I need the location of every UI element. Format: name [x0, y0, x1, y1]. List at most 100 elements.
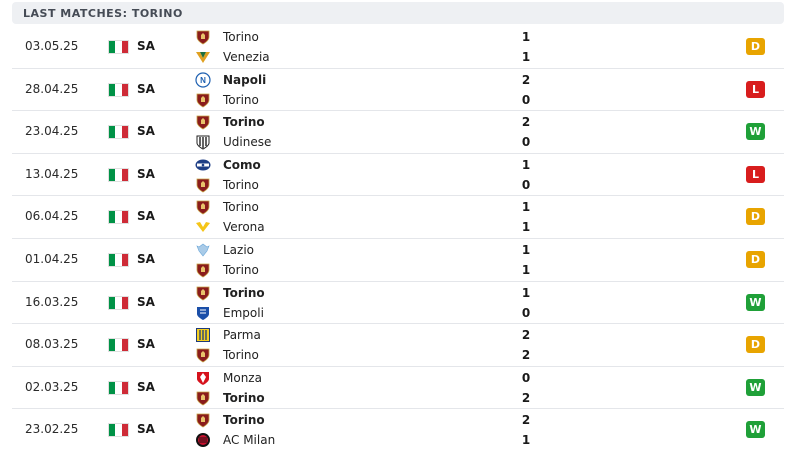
away-team-name: Torino	[223, 348, 259, 363]
match-date: 08.03.25	[25, 337, 79, 352]
torino-crest-icon	[195, 347, 211, 363]
italy-flag-icon	[108, 167, 129, 182]
venezia-crest-icon	[195, 49, 211, 65]
away-score: 0	[521, 177, 531, 192]
italy-flag-icon	[108, 125, 129, 140]
torino-crest-icon	[195, 29, 211, 45]
away-team-name: Torino	[223, 390, 265, 405]
result-badge: D	[746, 250, 765, 268]
home-team-name: Napoli	[223, 72, 267, 87]
home-team[interactable]: Torino	[195, 197, 495, 217]
match-date: 16.03.25	[25, 294, 79, 309]
competition-label: SA	[137, 294, 155, 309]
away-team[interactable]: Torino	[195, 175, 495, 195]
match-row[interactable]: 23.02.25 SA Torino AC Milan 2 1 W	[12, 409, 784, 451]
home-score: 2	[521, 72, 531, 87]
torino-crest-icon	[195, 262, 211, 278]
match-row[interactable]: 23.04.25 SA Torino Udinese 2 0 W	[12, 111, 784, 154]
home-score: 2	[521, 328, 531, 343]
home-team-name: Torino	[223, 200, 259, 215]
udinese-crest-icon	[195, 134, 211, 150]
away-team[interactable]: Torino	[195, 90, 495, 110]
italy-flag-icon	[108, 210, 129, 225]
home-team[interactable]: Torino	[195, 410, 495, 430]
home-team-name: Como	[223, 157, 261, 172]
match-date: 23.04.25	[25, 124, 79, 139]
home-team-name: Torino	[223, 285, 265, 300]
match-row[interactable]: 01.04.25 SA Lazio Torino 1 1 D	[12, 239, 784, 282]
away-team[interactable]: Empoli	[195, 303, 495, 323]
away-score: 1	[521, 262, 531, 277]
match-row[interactable]: 28.04.25 SA N Napoli Torino 2 0 L	[12, 69, 784, 112]
verona-crest-icon	[195, 219, 211, 235]
napoli-crest-icon: N	[195, 71, 211, 88]
away-score: 0	[521, 92, 531, 107]
torino-crest-icon	[195, 199, 211, 215]
match-row[interactable]: 16.03.25 SA Torino Empoli 1 0 W	[12, 282, 784, 325]
section-title: LAST MATCHES: TORINO	[23, 7, 183, 20]
home-team-name: Parma	[223, 328, 261, 343]
away-team-name: Torino	[223, 92, 259, 107]
italy-flag-icon	[108, 423, 129, 438]
home-score: 0	[521, 370, 531, 385]
italy-flag-icon	[108, 380, 129, 395]
away-score: 2	[521, 390, 531, 405]
away-team[interactable]: Verona	[195, 217, 495, 237]
away-team[interactable]: Udinese	[195, 132, 495, 152]
home-score: 1	[521, 285, 531, 300]
italy-flag-icon	[108, 40, 129, 54]
away-team[interactable]: Torino	[195, 388, 495, 408]
home-team-name: Torino	[223, 413, 265, 428]
home-team[interactable]: Torino	[195, 283, 495, 303]
result-badge: W	[746, 378, 765, 396]
away-team-name: Udinese	[223, 135, 272, 150]
torino-crest-icon	[195, 390, 211, 406]
italy-flag-icon	[108, 295, 129, 310]
torino-crest-icon	[195, 114, 211, 130]
section-header: LAST MATCHES: TORINO	[12, 2, 784, 24]
match-list: 03.05.25 SA Torino Venezia 1 1 D 28.04.25 SA N Nap…	[12, 26, 784, 451]
home-team[interactable]: Monza	[195, 368, 495, 388]
competition-label: SA	[137, 39, 155, 53]
result-badge: D	[746, 208, 765, 226]
away-score: 0	[521, 135, 531, 150]
away-team[interactable]: AC Milan	[195, 430, 495, 450]
svg-text:N: N	[200, 76, 206, 85]
empoli-crest-icon	[195, 305, 211, 321]
away-score: 1	[521, 220, 531, 235]
match-date: 06.04.25	[25, 209, 79, 224]
result-badge: L	[746, 165, 765, 183]
match-row[interactable]: 08.03.25 SA Parma Torino 2 2 D	[12, 324, 784, 367]
competition-label: SA	[137, 209, 155, 224]
home-team[interactable]: N Napoli	[195, 70, 495, 90]
away-team[interactable]: Torino	[195, 345, 495, 365]
italy-flag-icon	[108, 82, 129, 97]
result-badge: W	[746, 421, 765, 439]
home-team[interactable]: Lazio	[195, 240, 495, 260]
como-crest-icon	[195, 157, 211, 173]
match-date: 01.04.25	[25, 251, 79, 266]
result-badge: W	[746, 123, 765, 141]
away-team-name: Venezia	[223, 50, 270, 64]
home-team[interactable]: Torino	[195, 27, 495, 47]
competition-label: SA	[137, 124, 155, 139]
home-score: 1	[521, 157, 531, 172]
home-team[interactable]: Torino	[195, 112, 495, 132]
match-date: 13.04.25	[25, 166, 79, 181]
match-row[interactable]: 13.04.25 SA Como Torino 1 0 L	[12, 154, 784, 197]
competition-label: SA	[137, 379, 155, 394]
home-team[interactable]: Parma	[195, 325, 495, 345]
match-date: 28.04.25	[25, 81, 79, 96]
away-team[interactable]: Venezia	[195, 47, 495, 67]
match-row[interactable]: 03.05.25 SA Torino Venezia 1 1 D	[12, 26, 784, 69]
home-team-name: Lazio	[223, 242, 255, 257]
match-date: 23.02.25	[25, 422, 79, 437]
match-row[interactable]: 02.03.25 SA Monza Torino 0 2 W	[12, 367, 784, 410]
home-team[interactable]: Como	[195, 155, 495, 175]
match-row[interactable]: 06.04.25 SA Torino Verona 1 1 D	[12, 196, 784, 239]
away-team[interactable]: Torino	[195, 260, 495, 280]
torino-crest-icon	[195, 177, 211, 193]
away-score: 1	[521, 50, 531, 64]
torino-crest-icon	[195, 285, 211, 301]
